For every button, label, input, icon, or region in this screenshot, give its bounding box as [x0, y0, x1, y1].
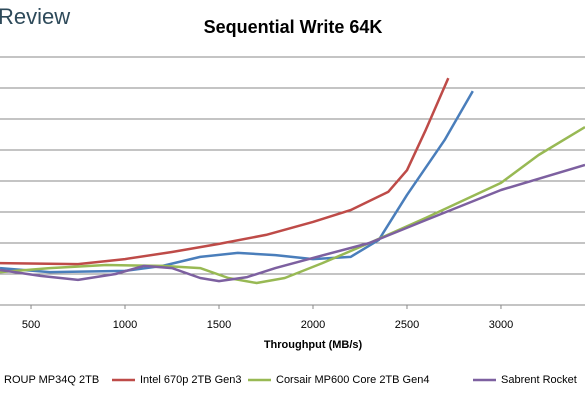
legend-label: Corsair MP600 Core 2TB Gen4 — [276, 374, 429, 386]
x-tick-label: 2000 — [301, 319, 325, 331]
legend-label: ROUP MP34Q 2TB — [4, 374, 99, 386]
brand: Review — [0, 4, 70, 29]
series-line — [0, 163, 585, 283]
series-line — [0, 90, 474, 274]
chart-title: Sequential Write 64K — [204, 17, 383, 37]
x-tick-label: 500 — [22, 319, 40, 331]
series-line — [0, 126, 585, 285]
legend-label: Sabrent Rocket — [501, 374, 577, 386]
x-tick-label: 2500 — [395, 319, 419, 331]
legend-label: Intel 670p 2TB Gen3 — [140, 374, 242, 386]
x-tick-label: 1000 — [113, 319, 137, 331]
x-axis-title: Throughput (MB/s) — [264, 339, 363, 351]
x-tick-label: 3000 — [489, 319, 513, 331]
x-tick-label: 1500 — [207, 319, 231, 331]
series-line — [0, 77, 450, 266]
